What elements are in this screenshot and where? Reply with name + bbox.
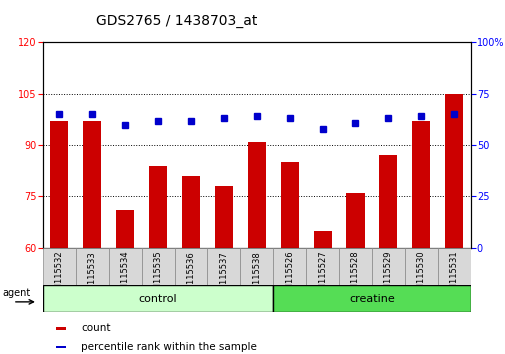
- Bar: [43, 285, 273, 312]
- Bar: [346, 193, 364, 248]
- Bar: [116, 210, 134, 248]
- Bar: [174, 248, 207, 285]
- Text: GSM115529: GSM115529: [383, 251, 392, 301]
- Bar: [412, 121, 429, 248]
- Text: GSM115536: GSM115536: [186, 251, 195, 302]
- Bar: [141, 248, 174, 285]
- Bar: [273, 285, 470, 312]
- Bar: [404, 248, 437, 285]
- Bar: [56, 346, 66, 348]
- Text: control: control: [138, 293, 177, 304]
- Bar: [215, 186, 232, 248]
- Text: GSM115530: GSM115530: [416, 251, 425, 301]
- Bar: [83, 121, 101, 248]
- Bar: [182, 176, 199, 248]
- Bar: [338, 248, 371, 285]
- Text: GSM115535: GSM115535: [154, 251, 162, 301]
- Bar: [149, 166, 167, 248]
- Bar: [247, 142, 265, 248]
- Bar: [371, 248, 404, 285]
- Bar: [207, 248, 240, 285]
- Text: creatine: creatine: [348, 293, 394, 304]
- Bar: [56, 327, 66, 330]
- Bar: [306, 248, 338, 285]
- Text: GDS2765 / 1438703_at: GDS2765 / 1438703_at: [96, 14, 257, 28]
- Text: GSM115527: GSM115527: [318, 251, 326, 301]
- Bar: [444, 94, 462, 248]
- Bar: [50, 121, 68, 248]
- Text: agent: agent: [2, 287, 30, 298]
- Text: GSM115532: GSM115532: [55, 251, 64, 301]
- Bar: [43, 248, 76, 285]
- Text: GSM115538: GSM115538: [252, 251, 261, 302]
- Bar: [280, 162, 298, 248]
- Text: GSM115533: GSM115533: [88, 251, 96, 302]
- Text: GSM115534: GSM115534: [121, 251, 129, 301]
- Bar: [109, 248, 141, 285]
- Bar: [273, 248, 306, 285]
- Text: GSM115526: GSM115526: [285, 251, 293, 301]
- Text: count: count: [81, 323, 111, 333]
- Bar: [379, 155, 396, 248]
- Bar: [76, 248, 109, 285]
- Bar: [437, 248, 470, 285]
- Bar: [240, 248, 273, 285]
- Text: GSM115531: GSM115531: [449, 251, 458, 301]
- Text: GSM115528: GSM115528: [350, 251, 359, 301]
- Text: GSM115537: GSM115537: [219, 251, 228, 302]
- Bar: [313, 231, 331, 248]
- Text: percentile rank within the sample: percentile rank within the sample: [81, 342, 257, 352]
